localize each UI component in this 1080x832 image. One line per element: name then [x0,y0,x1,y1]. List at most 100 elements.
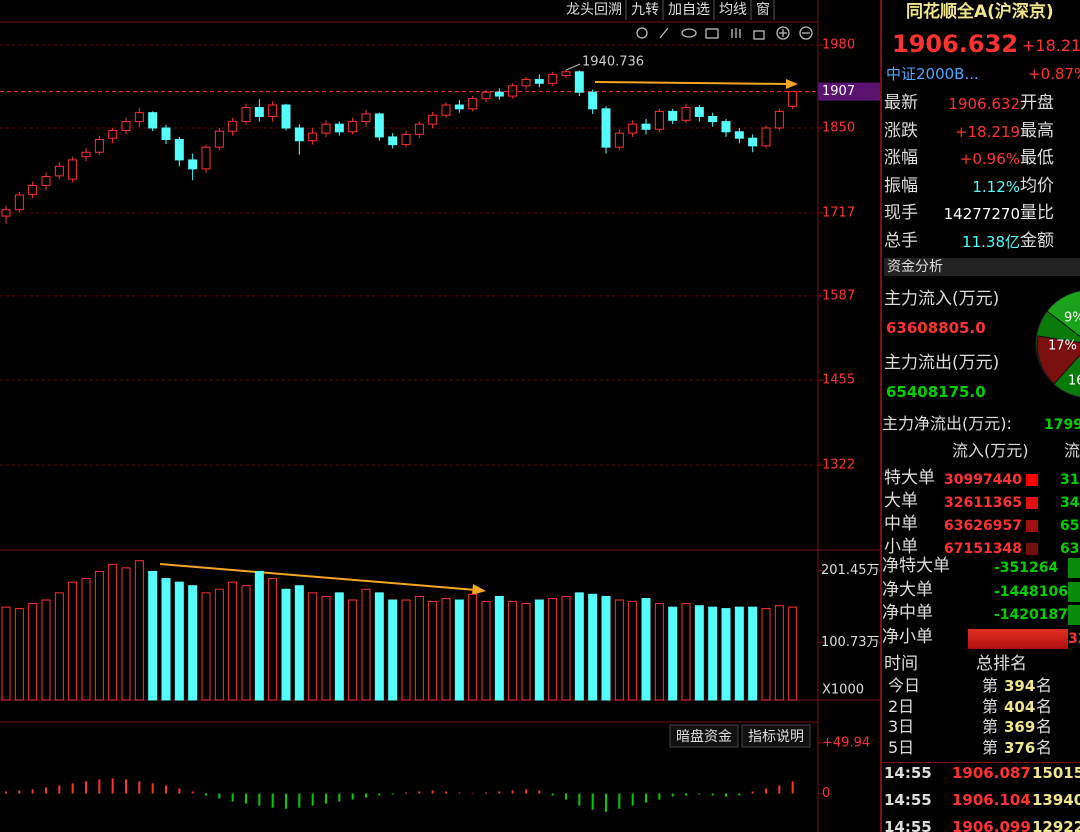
volume-bar [788,606,798,701]
candle-body [81,151,91,158]
volume-bar [481,600,491,701]
y-tick-label: +49.94 [822,735,870,750]
toolbar-button[interactable]: 九转 [631,2,659,18]
rank-prefix: 第 [982,717,999,736]
volume-bar [308,592,318,701]
candle-body [721,121,731,133]
volume-bar [454,599,464,701]
candle-body [414,123,424,135]
order-header: 流 [1064,441,1080,460]
candle-body [708,115,718,123]
volume-bar [668,606,678,701]
candle-body [214,130,224,148]
quote-label: 涨幅 [884,148,918,169]
y-tick-label: 1322 [822,458,855,473]
volume-bar [694,605,704,701]
candle-body [188,159,198,170]
candle-body [161,127,171,140]
y-tick-label: 1980 [822,37,855,52]
indicator-button[interactable]: 暗盘资金 [676,728,732,745]
trend-arrow [594,81,791,85]
order-label: 小单 [884,537,918,557]
order-out: 34 [1060,495,1080,511]
tick-price: 1906.099 [952,818,1031,832]
candle-body [614,132,624,148]
order-swatch [1026,520,1038,532]
y-tick-label: 1587 [822,288,855,303]
toolbar-button[interactable]: 加自选 [668,2,710,18]
volume-bar [494,595,504,701]
toolbar-icons [636,26,813,40]
net-row-value: -1420187 [994,607,1068,623]
order-label: 中单 [884,514,918,534]
volume-bar [534,599,544,701]
candle-body [668,110,678,121]
candle-body [174,138,184,161]
candle-body [641,123,651,130]
candle-body [374,113,384,138]
rank-label: 2日 [888,696,915,716]
related-change: +0.87% [1028,65,1080,83]
volume-bar [654,603,664,701]
arrow-head [472,584,486,595]
candle-body [788,91,798,107]
candle-body [94,138,104,153]
candle-body [574,71,584,93]
candle-body [548,73,558,84]
quote-value: 11.38亿 [962,233,1020,251]
volume-bar [214,588,224,701]
toolbar-button[interactable]: 均线 [719,2,747,18]
candle-body [428,114,438,125]
volume-bar [388,599,398,701]
order-value: 63626957 [944,518,1022,534]
y-tick-label: 201.45万 [821,563,880,578]
net-value: 179937 [1044,417,1080,433]
trend-arrow [159,563,477,591]
candle-body [134,112,144,123]
rank-header: 总排名 [976,654,1027,674]
candle-body [441,104,451,116]
rank-suffix: 名 [1036,717,1053,736]
quote-value: +18.219 [954,122,1020,141]
volume-bar [81,578,91,701]
pie-label: 9% [1064,311,1080,326]
rank-label: 3日 [888,717,915,736]
candle-body [348,121,358,133]
quote-label: 量比 [1020,203,1054,224]
rank-suffix: 名 [1036,696,1053,716]
order-label: 大单 [884,491,918,511]
stock-price: 1906.632 [892,30,1019,58]
indicator-button[interactable]: 指标说明 [748,729,804,745]
order-label: 特大单 [884,468,935,488]
volume-bar [641,598,651,701]
stock-name: 同花顺全A(沪深京) [906,2,1054,22]
quote-panel [880,0,1080,832]
candle-body [1,209,11,217]
indicator-button-bg[interactable] [741,724,811,748]
pie-label: 17% [1048,339,1077,354]
order-out: 65 [1060,518,1080,534]
net-label: 主力净流出(万元): [882,414,1012,433]
candle-body [761,127,771,147]
volume-bar [94,570,104,701]
rank-label: 5日 [888,737,915,757]
quote-label: 开盘 [1020,93,1054,113]
rank-suffix: 名 [1036,737,1053,757]
volume-bar [334,592,344,701]
toolbar-button[interactable]: 龙头回溯 [566,2,622,18]
quote-label: 最新 [884,93,918,113]
volume-bar [574,592,584,701]
indicator-button-bg[interactable] [669,724,739,748]
toolbar-button[interactable]: 窗 [756,1,770,18]
stock-change: +18.219 [1022,36,1080,55]
candle-body [481,91,491,100]
volume-bar [374,592,384,701]
candle-body [734,131,744,139]
net-row-label: 净中单 [882,603,933,623]
volume-bar [721,608,731,701]
volume-bar [161,578,171,701]
section-title: 资金分析 [884,258,1080,276]
y-tick-label: 1455 [822,373,855,388]
quote-value: 1.12% [972,177,1020,196]
pie-slice [1046,290,1080,337]
